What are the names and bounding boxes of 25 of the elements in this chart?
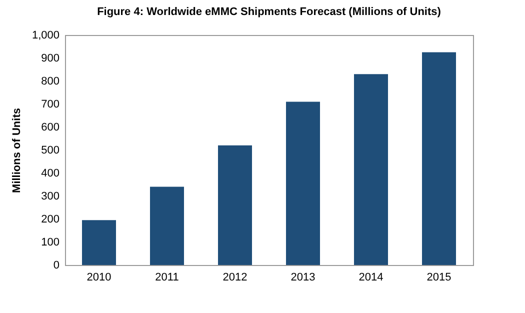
bar [286,102,320,265]
y-tick-label: 200 [41,214,60,226]
y-tick-label: 800 [41,76,60,88]
y-tick-label: 300 [41,190,60,202]
y-tick-label: 600 [41,122,60,134]
x-tick-label: 2015 [426,272,452,284]
y-tick-label: 0 [53,260,60,272]
chart-title: Figure 4: Worldwide eMMC Shipments Forecast (Millions of Units) [97,6,442,18]
y-tick-label: 500 [41,144,60,156]
x-tick-label: 2011 [155,272,179,284]
y-tick-label: 700 [41,98,60,110]
y-axis-title: Millions of Units [10,108,23,193]
y-tick-label: 900 [41,52,60,64]
y-tick-label: 100 [41,236,60,248]
x-tick-label: 2010 [86,272,112,284]
bar [422,52,456,265]
bar [150,186,184,265]
bar [218,145,252,265]
x-tick-label: 2012 [222,272,248,284]
y-tick-label: 400 [41,168,60,180]
bar [354,74,388,265]
x-tick-label: 2014 [358,272,384,284]
y-tick-label: 1,000 [32,30,60,42]
bar [82,220,116,265]
x-tick-label: 2013 [290,272,316,284]
